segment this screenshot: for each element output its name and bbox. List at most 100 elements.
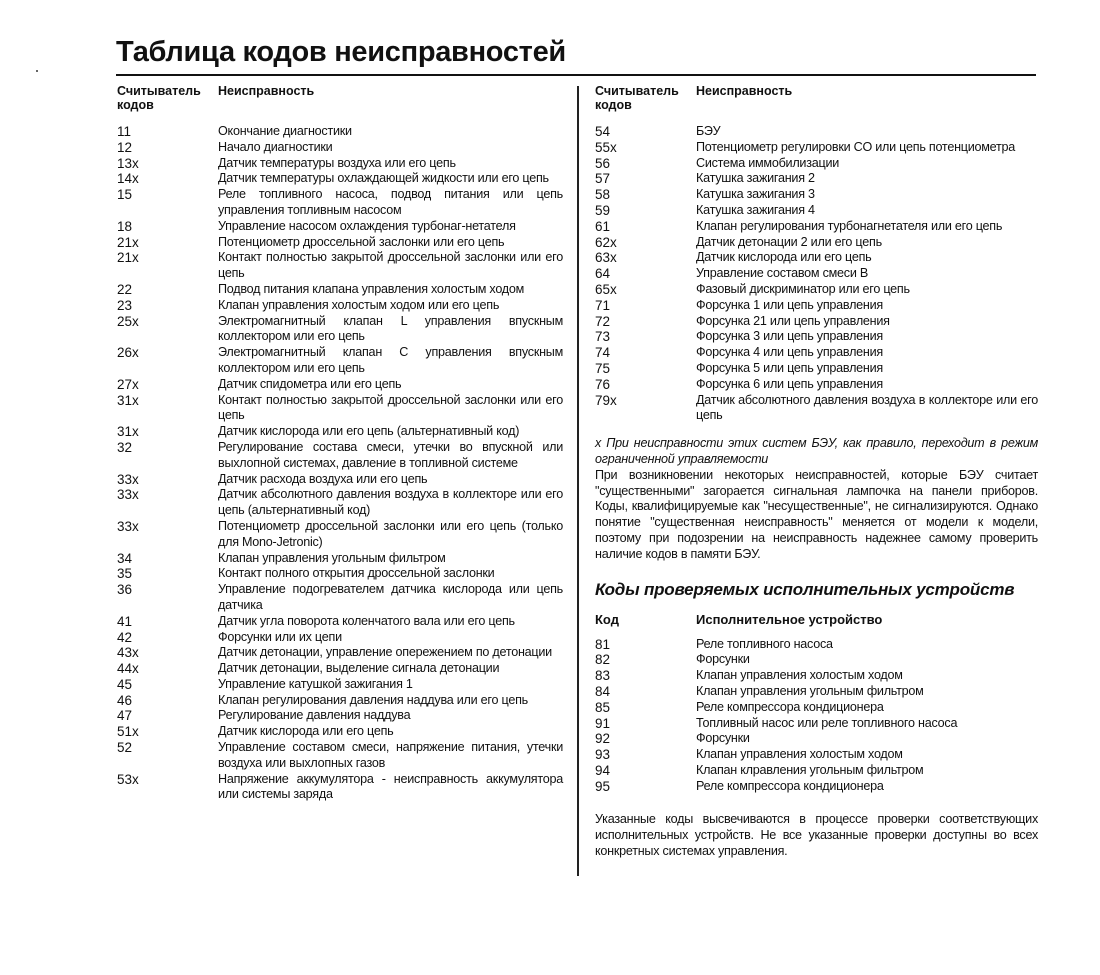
row-code: 74 [595, 345, 611, 361]
table-row: 63x Датчик кислорода или его цепь [595, 250, 1038, 266]
row-description: Датчик спидометра или его цепь [218, 376, 402, 391]
table-row: 35 Контакт полного открытия дроссельной з… [117, 566, 563, 582]
row-code: 79x [595, 392, 617, 408]
row-description: Электромагнитный клапан L управления впу… [218, 313, 563, 344]
row-description: Реле компрессора кондиционера [696, 699, 884, 714]
row-code: 42 [117, 629, 133, 645]
table-row: 47 Регулирование давления наддува [117, 708, 563, 724]
row-code: 51x [117, 724, 139, 740]
table-row: 93 Клапан управления холостым ходом [595, 747, 1038, 763]
table-row: 84 Клапан управления угольным фильтром [595, 684, 1038, 700]
page-title: Таблица кодов неисправностей [116, 36, 566, 68]
table-row: 42 Форсунки или их цепи [117, 630, 563, 646]
row-description: Фазовый дискриминатор или его цепь [696, 281, 910, 296]
row-code: 23 [117, 297, 133, 313]
table-row: 56 Система иммобилизации [595, 156, 1038, 172]
paragraph: При возникновении некоторых неисправност… [595, 467, 1038, 561]
table-row: 94 Клапан клравления угольным фильтром [595, 763, 1038, 779]
row-description: Датчик угла поворота коленчатого вала ил… [218, 613, 515, 628]
row-description: Катушка зажигания 2 [696, 171, 815, 186]
row-description: Клапан управления угольным фильтром [218, 550, 446, 565]
row-code: 55x [595, 139, 617, 155]
row-code: 35 [117, 566, 133, 582]
row-code: 15 [117, 187, 133, 203]
row-code: 71 [595, 297, 611, 313]
table-row: 54 БЭУ [595, 124, 1038, 140]
row-description: Датчик детонации, выделение сигнала дето… [218, 661, 500, 676]
row-code: 47 [117, 708, 133, 724]
table-row: 59 Катушка зажигания 4 [595, 203, 1038, 219]
table-row: 76 Форсунка 6 или цепь управления [595, 377, 1038, 393]
row-description: Контакт полностью закрытой дроссельной з… [218, 392, 563, 423]
row-description: Напряжение аккумулятора - неисправность … [218, 771, 563, 802]
row-code: 26x [117, 345, 139, 361]
title-rule [116, 74, 1036, 76]
table-row: 57 Катушка зажигания 2 [595, 171, 1038, 187]
actuators-header: Код Исполнительное устройство [595, 612, 1038, 628]
row-description: Датчик кислорода или его цепь [218, 724, 394, 739]
row-description: Электромагнитный клапан C управления впу… [218, 345, 563, 375]
row-description: Датчик расхода воздуха или его цепь [218, 471, 428, 486]
row-description: Форсунка 1 или цепь управления [696, 297, 883, 312]
table-row: 51x Датчик кислорода или его цепь [117, 724, 563, 740]
row-description: Регулирование давления наддува [218, 708, 411, 723]
row-description: Клапан управления холостым ходом [696, 747, 903, 762]
row-description: Начало диагностики [218, 139, 333, 154]
header-fault: Неисправность [218, 84, 315, 98]
row-description: Управление составом смеси, напряжение пи… [218, 740, 563, 770]
row-code: 61 [595, 218, 611, 234]
row-code: 41 [117, 613, 133, 629]
row-code: 36 [117, 582, 133, 598]
row-code: 46 [117, 692, 133, 708]
table-row: 33x Потенциометр дроссельной заслонки или… [117, 519, 563, 551]
row-code: 84 [595, 683, 611, 699]
table-row: 65x Фазовый дискриминатор или его цепь [595, 282, 1038, 298]
row-code: 63x [595, 250, 617, 266]
row-code: 31x [117, 424, 139, 440]
row-code: 53x [117, 771, 139, 787]
row-description: Датчик абсолютного давления воздуха в ко… [696, 392, 1038, 423]
table-row: 21x Контакт полностью закрытой дроссельно… [117, 250, 563, 282]
row-code: 57 [595, 171, 611, 187]
row-code: 62x [595, 234, 617, 250]
row-description: Форсунки или их цепи [218, 629, 342, 644]
table-row: 83 Клапан управления холостым ходом [595, 668, 1038, 684]
column-divider [577, 86, 579, 876]
header-device: Исполнительное устройство [696, 611, 883, 627]
table-row: 53x Напряжение аккумулятора - неисправнос… [117, 772, 563, 804]
row-code: 83 [595, 668, 611, 684]
row-description: Форсунка 5 или цепь управления [696, 360, 883, 375]
row-code: 13x [117, 155, 139, 171]
table-row: 91 Топливный насос или реле топливного на… [595, 716, 1038, 732]
row-code: 31x [117, 392, 139, 408]
row-description: Катушка зажигания 4 [696, 202, 815, 217]
row-code: 81 [595, 636, 611, 652]
fault-table-left: Считыватель кодов Неисправность 11 Оконча… [117, 84, 563, 803]
row-code: 45 [117, 676, 133, 692]
row-description: Клапан управления холостым ходом или его… [218, 297, 500, 312]
row-code: 33x [117, 518, 139, 534]
table-row: 18 Управление насосом охлаждения турбонаг… [117, 219, 563, 235]
table-row: 34 Клапан управления угольным фильтром [117, 551, 563, 567]
row-code: 14x [117, 171, 139, 187]
table-row: 81 Реле топливного насоса [595, 637, 1038, 653]
row-description: Управление подогревателем датчика кислор… [218, 582, 563, 612]
table-row: 43x Датчик детонации, управление опережен… [117, 645, 563, 661]
row-description: Форсунки [696, 652, 750, 667]
row-code: 32 [117, 439, 133, 455]
actuators-note: Указанные коды высвечиваются в процессе … [595, 812, 1038, 859]
row-code: 91 [595, 715, 611, 731]
row-code: 12 [117, 139, 133, 155]
row-description: Датчик абсолютного давления воздуха в ко… [218, 487, 563, 518]
table-row: 44x Датчик детонации, выделение сигнала д… [117, 661, 563, 677]
row-description: БЭУ [696, 124, 721, 138]
row-code: 93 [595, 747, 611, 763]
row-description: Реле топливного насоса, подвод питания и… [218, 187, 563, 217]
row-code: 33x [117, 471, 139, 487]
table-row: 92 Форсунки [595, 731, 1038, 747]
table-row: 27x Датчик спидометра или его цепь [117, 377, 563, 393]
table-row: 73 Форсунка 3 или цепь управления [595, 329, 1038, 345]
table-row: 31x Контакт полностью закрытой дроссельно… [117, 393, 563, 425]
row-description: Клапан регулирования давления наддува ил… [218, 692, 528, 707]
row-code: 56 [595, 155, 611, 171]
